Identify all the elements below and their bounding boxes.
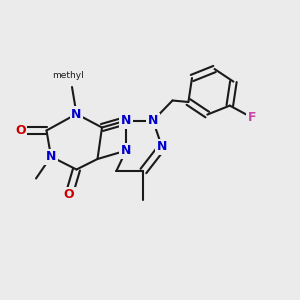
Text: N: N [157,140,167,154]
Text: N: N [46,150,56,163]
Text: N: N [121,144,131,157]
Text: N: N [71,107,82,121]
Text: O: O [15,124,26,137]
Text: F: F [248,111,256,124]
Text: N: N [121,114,131,127]
Text: methyl: methyl [52,71,84,80]
Text: O: O [64,188,74,202]
Text: N: N [148,114,158,127]
